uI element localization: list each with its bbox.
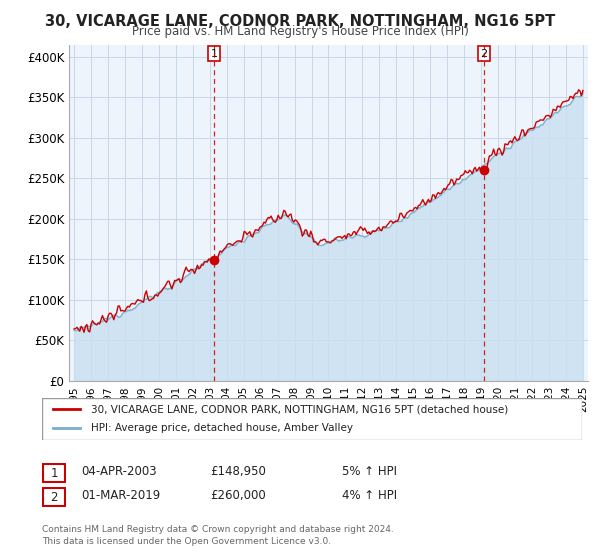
FancyBboxPatch shape [43, 464, 65, 482]
Text: 30, VICARAGE LANE, CODNOR PARK, NOTTINGHAM, NG16 5PT: 30, VICARAGE LANE, CODNOR PARK, NOTTINGH… [45, 14, 555, 29]
Text: HPI: Average price, detached house, Amber Valley: HPI: Average price, detached house, Ambe… [91, 423, 353, 433]
Text: £260,000: £260,000 [210, 489, 266, 502]
Text: 01-MAR-2019: 01-MAR-2019 [81, 489, 160, 502]
Text: 2: 2 [481, 49, 488, 59]
FancyBboxPatch shape [43, 488, 65, 506]
Text: £148,950: £148,950 [210, 465, 266, 478]
Text: Contains HM Land Registry data © Crown copyright and database right 2024.
This d: Contains HM Land Registry data © Crown c… [42, 525, 394, 546]
Text: 1: 1 [50, 466, 58, 480]
Text: 2: 2 [50, 491, 58, 504]
Text: Price paid vs. HM Land Registry's House Price Index (HPI): Price paid vs. HM Land Registry's House … [131, 25, 469, 38]
Text: 1: 1 [211, 49, 218, 59]
Text: 5% ↑ HPI: 5% ↑ HPI [342, 465, 397, 478]
Text: 4% ↑ HPI: 4% ↑ HPI [342, 489, 397, 502]
Text: 04-APR-2003: 04-APR-2003 [81, 465, 157, 478]
Text: 30, VICARAGE LANE, CODNOR PARK, NOTTINGHAM, NG16 5PT (detached house): 30, VICARAGE LANE, CODNOR PARK, NOTTINGH… [91, 404, 508, 414]
FancyBboxPatch shape [42, 398, 582, 440]
